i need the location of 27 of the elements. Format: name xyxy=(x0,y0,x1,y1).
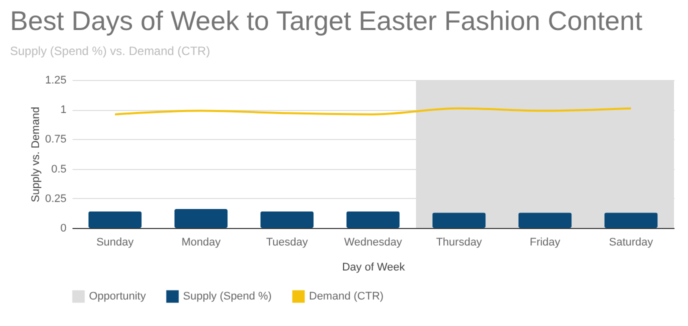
x-tick-label: Friday xyxy=(530,236,561,248)
chart-subtitle: Supply (Spend %) vs. Demand (CTR) xyxy=(10,44,210,58)
legend-label: Opportunity xyxy=(89,290,146,303)
x-tick-label: Monday xyxy=(181,236,222,248)
x-tick-label: Wednesday xyxy=(344,236,402,248)
chart-title: Best Days of Week to Target Easter Fashion Content xyxy=(10,6,643,36)
bar xyxy=(518,212,572,228)
y-tick-label: 0.5 xyxy=(51,163,66,176)
y-tick-label: 1 xyxy=(60,104,66,116)
x-tick-label: Saturday xyxy=(608,236,654,248)
bar xyxy=(88,211,142,228)
y-tick-label: 1.25 xyxy=(45,74,66,86)
x-tick-label: Thursday xyxy=(436,236,482,248)
x-tick-label: Tuesday xyxy=(266,236,308,248)
bar xyxy=(174,209,228,228)
y-tick-label: 0.75 xyxy=(45,134,66,146)
y-axis-title: Supply vs. Demand xyxy=(30,106,42,202)
y-tick-label: 0.25 xyxy=(45,192,66,205)
y-tick-label: 0 xyxy=(60,222,66,234)
x-axis-title: Day of Week xyxy=(342,262,406,274)
bar xyxy=(604,212,658,228)
legend-label: Supply (Spend %) xyxy=(183,290,272,303)
bar xyxy=(432,212,486,228)
legend-label: Demand (CTR) xyxy=(309,290,384,303)
bar xyxy=(260,211,314,228)
bar xyxy=(346,211,400,228)
x-tick-label: Sunday xyxy=(96,236,134,248)
